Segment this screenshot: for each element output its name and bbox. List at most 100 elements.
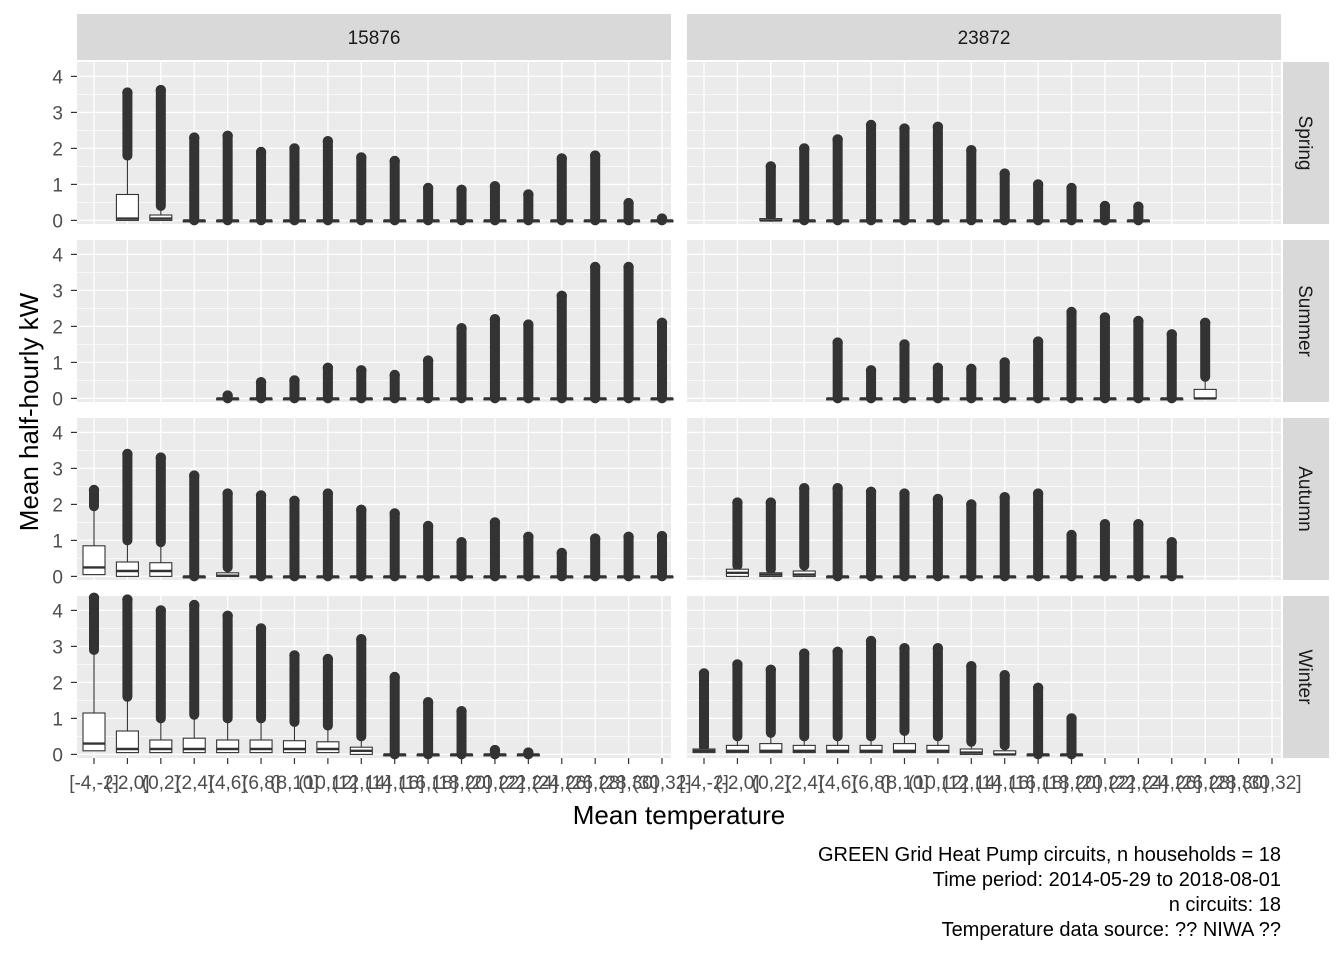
outlier-max-point xyxy=(489,517,501,528)
outlier-max-point xyxy=(456,706,467,717)
boxplot-(12,14] xyxy=(349,365,373,404)
box xyxy=(82,545,106,576)
boxplot-(22,24] xyxy=(1126,315,1150,404)
boxplot-(2,4] xyxy=(182,599,206,754)
outlier-max-point xyxy=(899,643,910,654)
x-tick-label: [-4,-2] xyxy=(69,773,119,794)
strips-layer: 15876 23872 Spring Summer Autumn Winter xyxy=(77,14,1329,758)
boxplot-(-2,0] xyxy=(115,87,139,221)
outlier-max-point xyxy=(356,365,367,376)
x-tick-label: [-4,-2] xyxy=(679,773,729,794)
boxplot-(2,4] xyxy=(182,470,206,582)
outlier-max-point xyxy=(255,377,267,388)
outlier-max-point xyxy=(799,143,810,154)
outlier-max-point xyxy=(88,592,100,603)
strip-background xyxy=(77,14,671,60)
box xyxy=(282,740,307,754)
outlier-max-point xyxy=(932,643,944,654)
y-tick-label: 1 xyxy=(52,531,63,552)
boxplot-(8,10] xyxy=(282,650,307,754)
boxplot-(4,6] xyxy=(216,488,240,577)
caption-line: Temperature data source: ?? NIWA ?? xyxy=(941,919,1281,941)
y-tick-label: 0 xyxy=(52,211,63,232)
x-tick-label: (4,6] xyxy=(209,773,247,794)
boxplot-(6,8] xyxy=(859,486,883,582)
y-tick-label: 4 xyxy=(52,67,63,88)
facet-panel xyxy=(687,240,1281,402)
boxplot-(22,24] xyxy=(516,319,540,404)
outlier-max-point xyxy=(1066,306,1077,318)
boxplot-(8,10] xyxy=(892,339,917,404)
y-tick-label: 1 xyxy=(52,175,63,196)
panel-background xyxy=(687,240,1281,402)
boxplot-(16,18] xyxy=(416,182,440,226)
y-axis-title: Mean half-hourly kW xyxy=(14,292,44,531)
box xyxy=(115,193,139,221)
y-tick-label: 3 xyxy=(52,103,63,124)
outlier-max-point xyxy=(1099,200,1111,212)
boxplot-(8,10] xyxy=(892,488,917,582)
boxplot-(30,32] xyxy=(650,317,674,404)
x-tick-label: (28,30] xyxy=(1209,773,1268,794)
y-tick-label: 3 xyxy=(52,281,63,302)
facet-col-label: 23872 xyxy=(958,28,1011,49)
panels-layer xyxy=(77,62,1281,760)
y-tick-label: 2 xyxy=(52,139,63,160)
boxplot-(6,8] xyxy=(249,490,273,582)
outlier-max-point xyxy=(623,197,634,209)
x-tick-label: (14,16] xyxy=(975,773,1034,794)
outlier-max-point xyxy=(255,146,267,158)
outlier-max-point xyxy=(489,314,501,325)
outlier-max-point xyxy=(389,369,400,381)
outlier-max-point xyxy=(832,646,843,657)
boxplot-(8,10] xyxy=(282,495,307,582)
outlier-max-point xyxy=(589,261,601,273)
box xyxy=(759,743,783,754)
facet-panel xyxy=(77,418,671,580)
boxplot-(18,20] xyxy=(449,537,474,582)
boxplot-(12,14] xyxy=(959,363,983,404)
chart-caption: GREEN Grid Heat Pump circuits, n househo… xyxy=(818,843,1281,943)
outlier-max-point xyxy=(1066,529,1077,541)
y-tick-label: 2 xyxy=(52,317,63,338)
outlier-max-point xyxy=(966,363,977,375)
x-tick-label: (16,18] xyxy=(1009,773,1068,794)
boxplot-(16,18] xyxy=(416,697,440,760)
outlier-max-point xyxy=(1066,713,1077,724)
x-tick-label: (2,4] xyxy=(785,773,823,794)
x-tick-label: (22,24] xyxy=(499,773,558,794)
boxplot-(16,18] xyxy=(416,520,440,582)
boxplot-(30,32] xyxy=(650,530,674,582)
facet-panel xyxy=(687,62,1281,224)
outlier-max-point xyxy=(122,448,133,460)
boxplot-(26,28] xyxy=(583,533,607,582)
outlier-max-point xyxy=(122,594,133,605)
boxplot-(12,14] xyxy=(349,152,373,226)
boxplot-(22,24] xyxy=(1126,201,1150,226)
outlier-max-point xyxy=(389,155,400,167)
x-tick-label: (-2,0] xyxy=(105,773,149,794)
y-tick-label: 0 xyxy=(52,389,63,410)
boxplot-(16,18] xyxy=(1026,179,1050,226)
outlier-max-point xyxy=(832,134,843,145)
strip-background xyxy=(687,14,1281,60)
boxplot-(20,22] xyxy=(483,744,507,760)
outlier-max-point xyxy=(1099,519,1111,530)
x-tick-label: (6,8] xyxy=(852,773,890,794)
boxplot-(16,18] xyxy=(1026,488,1050,582)
boxplot-(6,8] xyxy=(249,377,273,404)
boxplot-(24,26] xyxy=(1160,329,1184,404)
outlier-max-point xyxy=(189,599,200,611)
outlier-max-point xyxy=(698,668,710,679)
outlier-max-point xyxy=(932,493,944,505)
box xyxy=(926,744,950,754)
strip-background xyxy=(1283,418,1329,580)
panel-boxes xyxy=(115,84,674,226)
box xyxy=(216,739,240,754)
panel-background xyxy=(77,418,671,580)
outlier-max-point xyxy=(322,362,334,373)
boxplot-(14,16] xyxy=(383,369,407,404)
boxplot-(-2,0] xyxy=(725,659,749,754)
strip-background xyxy=(1283,240,1329,402)
